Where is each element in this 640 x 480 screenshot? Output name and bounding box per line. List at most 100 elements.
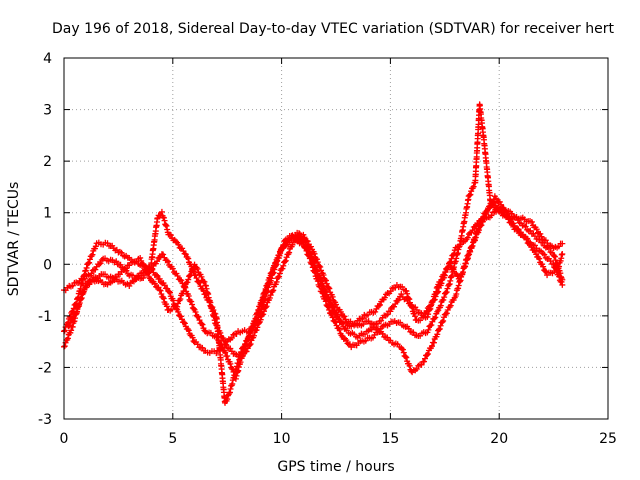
data-point	[246, 332, 253, 339]
data-point	[88, 252, 95, 259]
data-point	[185, 293, 192, 300]
data-point	[522, 223, 529, 230]
data-point	[497, 205, 504, 212]
data-point	[123, 265, 130, 272]
data-point	[422, 355, 429, 362]
data-point	[167, 289, 174, 296]
data-point	[428, 302, 435, 309]
data-point	[466, 192, 473, 199]
data-point	[432, 314, 439, 321]
data-point	[439, 319, 446, 326]
data-point	[322, 277, 329, 284]
data-point	[323, 291, 330, 298]
data-point	[398, 291, 405, 298]
data-point	[317, 274, 324, 281]
data-point	[199, 344, 206, 351]
data-point	[270, 287, 277, 294]
data-point	[86, 256, 93, 263]
data-point	[523, 236, 530, 243]
data-point	[174, 272, 181, 279]
data-point	[89, 251, 96, 258]
data-point	[160, 251, 167, 258]
data-point	[282, 257, 289, 264]
data-point	[158, 291, 165, 298]
data-point	[113, 258, 120, 265]
data-point	[317, 283, 324, 290]
data-point	[433, 284, 440, 291]
data-point	[180, 288, 187, 295]
x-axis-label: GPS time / hours	[277, 459, 394, 475]
data-point	[196, 317, 203, 324]
data-point	[264, 280, 271, 287]
data-point	[405, 295, 412, 302]
data-point	[281, 258, 288, 265]
data-point	[254, 309, 261, 316]
data-point	[137, 254, 144, 261]
data-point	[169, 265, 176, 272]
data-point	[505, 216, 512, 223]
data-point	[325, 303, 332, 310]
data-point	[180, 319, 187, 326]
data-point	[178, 316, 185, 323]
data-point	[477, 220, 484, 227]
data-point	[97, 260, 104, 267]
data-point	[283, 254, 290, 261]
y-tick-label: 3	[43, 103, 52, 119]
data-point	[88, 270, 95, 277]
data-point	[64, 335, 71, 342]
data-point	[78, 294, 85, 301]
data-point	[275, 254, 282, 261]
data-point	[540, 263, 547, 270]
data-point	[178, 313, 185, 320]
data-point	[514, 227, 521, 234]
data-point	[453, 271, 460, 278]
data-point	[412, 313, 419, 320]
data-point	[261, 289, 268, 296]
data-point	[484, 206, 491, 213]
data-point	[157, 287, 164, 294]
data-point	[377, 301, 384, 308]
data-point	[469, 242, 476, 249]
data-point	[81, 286, 88, 293]
data-point	[559, 250, 566, 257]
data-point	[404, 290, 411, 297]
data-point	[403, 288, 410, 295]
y-tick-label: 0	[43, 257, 52, 273]
data-point	[151, 280, 158, 287]
data-point	[70, 315, 77, 322]
data-point	[161, 282, 168, 289]
data-point	[154, 258, 161, 265]
data-point	[493, 195, 500, 202]
data-point	[326, 296, 333, 303]
data-point	[149, 265, 156, 272]
data-point	[325, 284, 332, 291]
data-point	[280, 262, 287, 269]
data-point	[437, 302, 444, 309]
data-point	[508, 210, 515, 217]
data-point	[184, 326, 191, 333]
data-point	[537, 230, 544, 237]
x-tick-label: 25	[599, 431, 617, 447]
data-point	[430, 339, 437, 346]
data-point	[480, 213, 487, 220]
data-point	[163, 303, 170, 310]
data-point	[223, 341, 230, 348]
data-point	[162, 222, 169, 229]
data-point	[394, 297, 401, 304]
data-point	[325, 295, 332, 302]
data-point	[531, 248, 538, 255]
data-point	[241, 344, 248, 351]
data-point	[334, 311, 341, 318]
data-point	[280, 245, 287, 252]
data-point	[184, 279, 191, 286]
data-point	[249, 324, 256, 331]
data-point	[163, 257, 170, 264]
data-point	[462, 263, 469, 270]
data-point	[424, 351, 431, 358]
data-point	[276, 273, 283, 280]
y-tick-label: 4	[43, 51, 52, 67]
data-point	[229, 366, 236, 373]
data-point	[170, 297, 177, 304]
data-point	[423, 352, 430, 359]
data-point	[179, 245, 186, 252]
